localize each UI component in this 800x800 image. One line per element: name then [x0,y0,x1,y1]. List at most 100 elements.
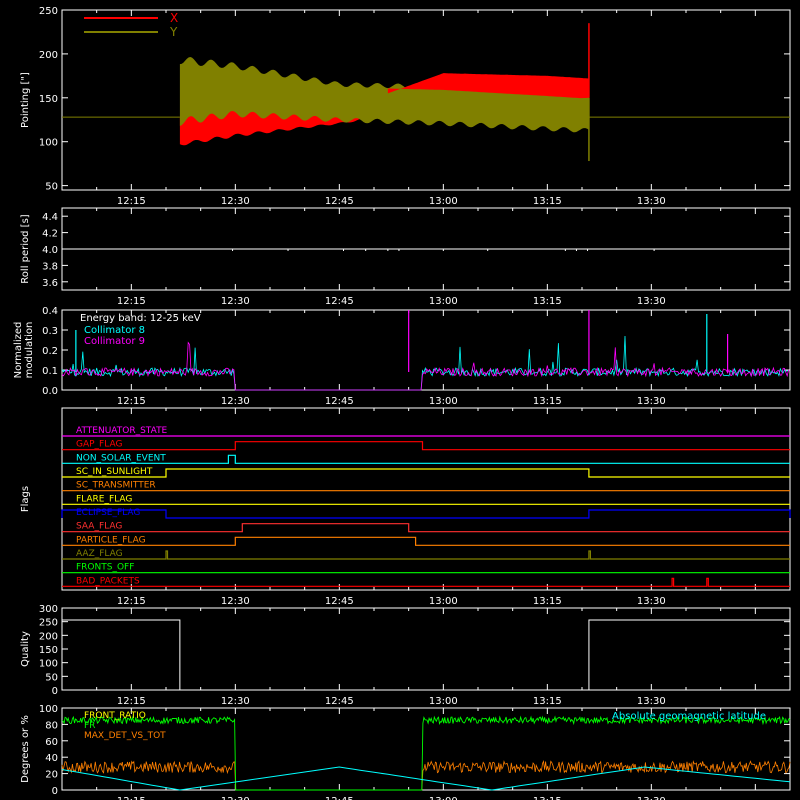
y-tick-label-quality: 250 [39,618,58,629]
legend-label-X: X [170,11,178,25]
x-tick-label-ratios: 12:30 [221,796,250,800]
y-tick-label-quality: 200 [39,631,58,642]
legend-label-fr: FR [84,721,95,731]
x-tick-label-flags: 12:15 [117,596,146,607]
x-tick-label-roll: 13:00 [429,296,458,307]
y-axis-label-pointing: Pointing ["] [20,72,31,128]
x-tick-label-pointing: 12:15 [117,196,146,207]
series-geomagnetic-latitude [61,766,791,791]
x-tick-label-modulation: 13:15 [533,396,562,407]
flag-label-eclipse_flag: ECLIPSE_FLAG [76,508,140,518]
x-tick-label-modulation: 12:45 [325,396,354,407]
y-tick-label-ratios: 80 [45,720,58,731]
y-tick-label-ratios: 60 [45,737,58,748]
x-tick-label-pointing: 12:45 [325,196,354,207]
x-tick-label-roll: 12:45 [325,296,354,307]
plot-frame-pointing [61,9,791,191]
series-y-band [179,57,589,133]
plots-layer: 12:15 12:30 12:45 13:00 13:15 13:30 50 100 150 20… [13,6,791,800]
flag-line-particle_flag [62,536,790,546]
y-tick-label-ratios: 0 [52,786,58,797]
x-tick-label-ratios: 13:30 [637,796,666,800]
x-tick-label-pointing: 12:30 [221,196,250,207]
x-tick-label-pointing: 13:00 [429,196,458,207]
legend-label-max-det-vs-tot: MAX_DET_VS_TOT [84,731,166,741]
y-tick-label-roll: 4.0 [42,245,58,256]
x-tick-label-roll: 12:30 [221,296,250,307]
x-tick-label-roll: 12:15 [117,296,146,307]
legend-label-collimator-8: Collimator 8 [84,325,145,336]
flag-line-sc_in_sunlight [62,468,790,478]
x-tick-label-ratios: 13:15 [533,796,562,800]
y-tick-label-modulation: 0.3 [42,326,58,337]
x-tick-label-pointing: 13:15 [533,196,562,207]
legend-label-Y: Y [169,25,178,39]
x-tick-label-modulation: 13:30 [637,396,666,407]
x-tick-label-quality: 13:00 [429,696,458,707]
legend-label-collimator-9: Collimator 9 [84,336,145,347]
flag-line-non_solar_event [62,454,790,464]
flag-line-gap_flag [62,441,790,451]
x-tick-label-pointing: 13:30 [637,196,666,207]
series-collimator-9 [61,341,789,391]
x-tick-label-ratios: 13:00 [429,796,458,800]
series-max-det-vs-tot [61,760,791,791]
x-tick-label-ratios: 12:45 [325,796,354,800]
x-tick-label-roll: 13:30 [637,296,666,307]
y-tick-label-ratios: 100 [39,704,58,715]
y-tick-label-ratios: 40 [45,753,58,764]
y-tick-label-pointing: 250 [39,6,58,17]
x-tick-label-flags: 12:30 [221,596,250,607]
legend-title: Energy band: 12-25 keV [80,313,201,324]
x-tick-label-flags: 12:45 [325,596,354,607]
series-front-ratio [61,715,791,791]
x-tick-label-quality: 12:30 [221,696,250,707]
flag-line-saa_flag [62,523,790,533]
y-tick-label-roll: 3.8 [42,261,58,272]
x-tick-label-modulation: 13:00 [429,396,458,407]
flag-label-non_solar_event: NON_SOLAR_EVENT [76,453,166,463]
y-axis-label-quality: Quality [20,631,31,667]
flag-line-eclipse_flag [61,509,791,519]
y-axis-label-modulation: modulation [24,322,35,379]
y-axis-label-roll: Roll period [s] [20,214,31,283]
x-tick-label-flags: 13:15 [533,596,562,607]
flag-label-gap_flag: GAP_FLAG [76,440,122,450]
x-tick-label-flags: 13:30 [637,596,666,607]
flag-label-fronts_off: FRONTS_OFF [76,563,134,573]
plot-frame-flags [61,407,791,591]
series-quality [62,619,790,691]
flag-line-aaz_flag [62,550,790,560]
x-tick-label-modulation: 12:30 [221,396,250,407]
y-tick-label-modulation: 0.4 [42,306,58,317]
x-tick-label-quality: 13:15 [533,696,562,707]
flag-label-aaz_flag: AAZ_FLAG [76,549,123,559]
x-tick-label-modulation: 12:15 [117,396,146,407]
y-tick-label-pointing: 200 [39,50,58,61]
plot-frame-ratios [61,707,791,791]
y-tick-label-quality: 0 [52,686,58,697]
y-axis-label-modulation: Normalized [13,322,24,379]
x-tick-label-quality: 13:30 [637,696,666,707]
x-tick-label-quality: 12:45 [325,696,354,707]
y-tick-label-modulation: 0.0 [42,386,58,397]
x-tick-label-ratios: 12:15 [117,796,146,800]
series-collimator-8 [61,335,789,391]
y-tick-label-quality: 150 [39,645,58,656]
flag-label-sc_in_sunlight: SC_IN_SUNLIGHT [76,467,153,477]
y-axis-label-ratios: Degrees or % [20,715,31,783]
flag-label-particle_flag: PARTICLE_FLAG [76,535,146,545]
y-tick-label-quality: 300 [39,604,58,615]
y-tick-label-modulation: 0.1 [42,366,58,377]
y-tick-label-quality: 50 [45,672,58,683]
x-tick-label-roll: 13:15 [533,296,562,307]
legend-label-geomagnetic-latitude: Absolute geomagnetic latitude [612,711,766,722]
x-tick-label-flags: 13:00 [429,596,458,607]
flag-line-bad_packets [62,577,790,587]
y-tick-label-pointing: 150 [39,94,58,105]
y-tick-label-ratios: 20 [45,770,58,781]
flag-label-attenuator_state: ATTENUATOR_STATE [76,426,168,436]
flag-label-bad_packets: BAD_PACKETS [76,576,140,586]
legend-label-front-ratio: FRONT_RATIO [84,711,146,721]
